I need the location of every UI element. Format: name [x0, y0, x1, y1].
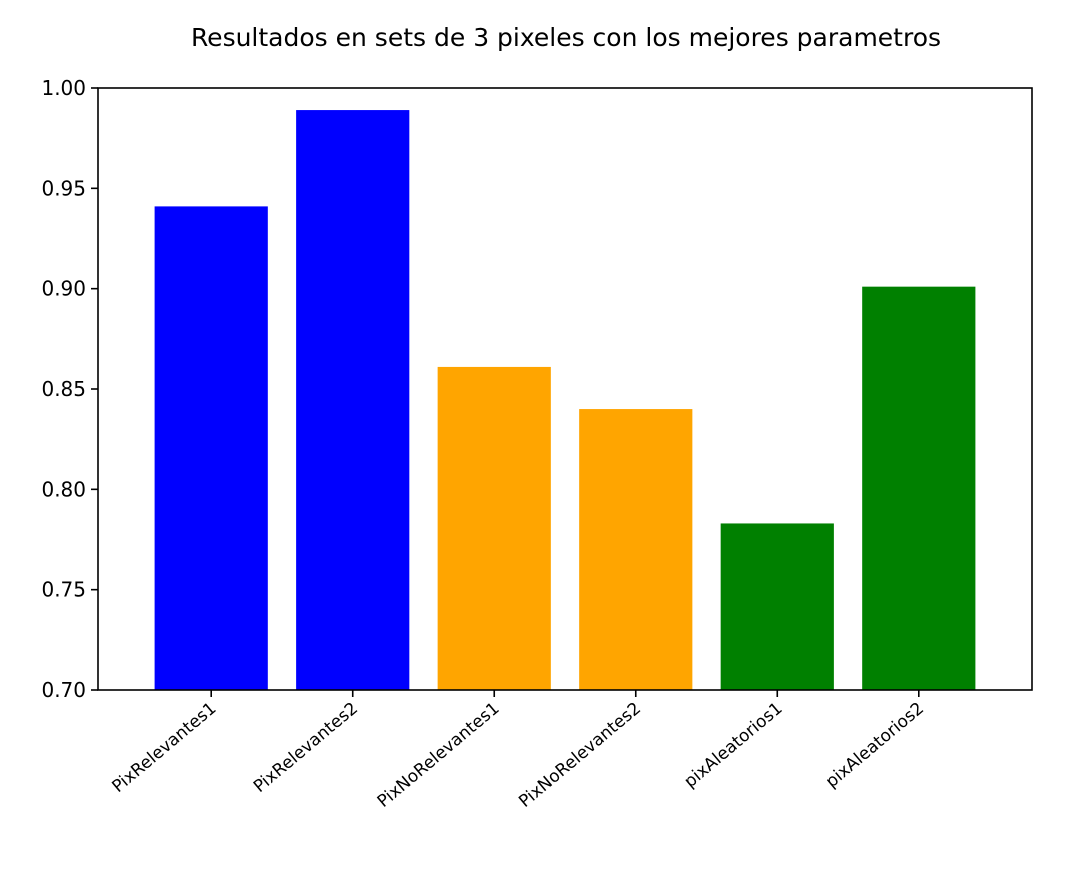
bar-pixAleatorios1	[720, 523, 834, 690]
x-tick-label: pixAleatorios2	[822, 699, 928, 793]
y-tick-label: 0.80	[41, 477, 86, 501]
y-tick-label: 0.95	[41, 176, 86, 200]
bar-pixAleatorios2	[862, 286, 976, 690]
bar-PixRelevantes2	[296, 110, 410, 690]
bars-group	[154, 110, 976, 691]
bar-PixNoRelevantes1	[437, 366, 551, 690]
x-axis: PixRelevantes1 PixRelevantes2 PixNoRelevan…	[108, 690, 928, 812]
x-tick-label: PixRelevantes2	[250, 699, 362, 798]
plot-frame	[97, 87, 1033, 691]
y-tick-label: 0.85	[41, 377, 86, 401]
y-axis: 0.70 0.75 0.80 0.85 0.90 0.95 1.00	[41, 76, 98, 702]
bar-PixRelevantes1	[154, 206, 268, 691]
y-tick-label: 0.75	[41, 578, 86, 602]
x-tick-label: PixNoRelevantes1	[374, 699, 504, 812]
x-tick-label: pixAleatorios1	[680, 699, 786, 793]
bar-PixNoRelevantes2	[579, 409, 693, 690]
x-tick-label: PixRelevantes1	[108, 699, 220, 798]
y-tick-label: 0.90	[41, 277, 86, 301]
y-tick-label: 0.70	[41, 678, 86, 702]
x-tick-label: PixNoRelevantes2	[515, 699, 645, 812]
chart-title: Resultados en sets de 3 pixeles con los …	[191, 23, 941, 52]
y-tick-label: 1.00	[41, 76, 86, 100]
